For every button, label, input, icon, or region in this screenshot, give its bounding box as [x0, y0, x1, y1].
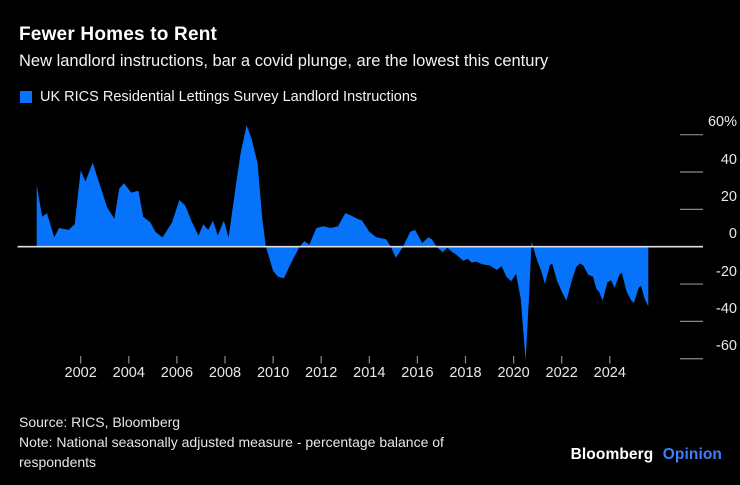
- chart-footer: Source: RICS, Bloomberg Note: National s…: [19, 412, 481, 472]
- x-axis-label: 2020: [497, 365, 530, 381]
- area-series: [36, 125, 649, 361]
- logo-product: Opinion: [662, 446, 722, 463]
- y-axis-label: 0: [728, 226, 737, 243]
- axis-ticks: [80, 134, 703, 364]
- x-axis-label: 2014: [353, 365, 386, 381]
- x-axis-label: 2008: [208, 365, 242, 381]
- legend-swatch-icon: [20, 91, 32, 103]
- x-axis-label: 2016: [401, 365, 434, 381]
- y-axis-label: -60: [716, 338, 737, 355]
- chart-subtitle: New landlord instructions, bar a covid p…: [19, 52, 549, 70]
- legend-label: UK RICS Residential Lettings Survey Land…: [40, 89, 418, 105]
- y-axis-label: 40: [720, 151, 737, 168]
- y-axis-label: 60%: [707, 114, 737, 131]
- note-text: Note: National seasonally adjusted measu…: [19, 434, 444, 470]
- y-axis-label: -40: [716, 300, 737, 317]
- bloomberg-opinion-logo: Bloomberg Opinion: [571, 446, 722, 464]
- x-axis-label: 2022: [545, 365, 578, 381]
- x-axis-label: 2010: [256, 365, 290, 381]
- x-axis-label: 2024: [593, 365, 626, 381]
- y-axis-label: -20: [716, 263, 737, 280]
- x-axis-label: 2004: [112, 365, 145, 381]
- source-text: Source: RICS, Bloomberg: [19, 414, 181, 430]
- x-axis-label: 2012: [305, 365, 338, 381]
- x-axis-label: 2006: [160, 365, 194, 381]
- y-axis-label: 20: [720, 188, 737, 205]
- logo-brand: Bloomberg: [570, 446, 654, 463]
- x-axis-label: 2018: [449, 365, 482, 381]
- x-axis-label: 2002: [64, 365, 97, 381]
- chart-legend: UK RICS Residential Lettings Survey Land…: [20, 89, 417, 105]
- chart-title: Fewer Homes to Rent: [19, 24, 218, 45]
